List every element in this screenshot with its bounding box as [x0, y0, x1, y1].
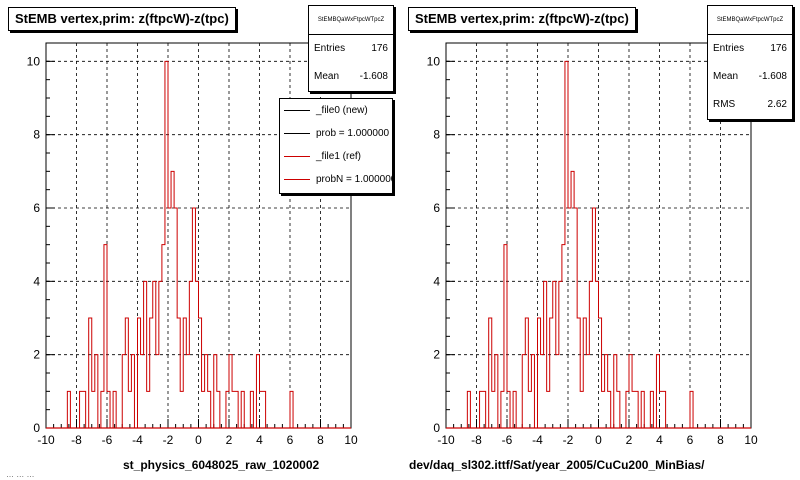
chart-1-stats-entries: Entries 176 — [309, 35, 393, 63]
chart-2-x-tick-label: -8 — [471, 433, 482, 447]
mean-value: -1.608 — [359, 71, 388, 82]
chart-2-x-tick-label: 0 — [595, 433, 602, 447]
chart-2-x-tick-label: 4 — [656, 433, 663, 447]
legend-entry-probn: probN = 1.000000 — [280, 168, 392, 191]
chart-2-x-tick-label: 2 — [626, 433, 633, 447]
legend-entry-file1: _file1 (ref) — [280, 145, 392, 168]
chart-2-stats-box: StEMBQaWxFtpcWTpcZ Entries 176 Mean -1.608… — [707, 5, 793, 120]
chart-2-x-tick-label: 10 — [744, 433, 758, 447]
entries-value: 176 — [371, 43, 388, 54]
chart-1-histogram-series — [64, 60, 300, 429]
legend-swatch — [284, 156, 310, 157]
chart-1-x-tick-label: 0 — [195, 433, 202, 447]
chart-1-legend: _file0 (new) prob = 1.000000 _file1 (ref… — [279, 98, 393, 194]
chart-1-y-tick-label: 8 — [33, 128, 40, 142]
chart-2-title: StEMB vertex,prim: z(ftpcW)-z(tpc) — [408, 7, 636, 31]
legend-label: prob = 1.000000 — [316, 128, 390, 139]
legend-label: _file1 (ref) — [316, 151, 362, 162]
mean-label: Mean — [314, 71, 340, 82]
chart-1-x-tick-label: 6 — [287, 433, 294, 447]
chart-2-stats-mean: Mean -1.608 — [708, 63, 792, 91]
chart-2-y-tick-label: 8 — [433, 128, 440, 142]
chart-2-stats-entries: Entries 176 — [708, 35, 792, 63]
chart-2-histogram-series — [464, 60, 700, 429]
chart-2-stats-name: StEMBQaWxFtpcWTpcZ — [708, 6, 792, 35]
chart-1-y-tick-label: 2 — [33, 348, 40, 362]
chart-1-y-tick-label: 0 — [33, 421, 40, 435]
mean-value: -1.608 — [758, 71, 787, 82]
legend-label: _file0 (new) — [316, 105, 368, 116]
chart-1-x-axis-title: st_physics_6048025_raw_1020002 — [123, 458, 320, 472]
chart-1-stats-box: StEMBQaWxFtpcWTpcZ Entries 176 Mean -1.608 — [308, 5, 394, 92]
chart-2-y-tick-label: 2 — [433, 348, 440, 362]
chart-1-title: StEMB vertex,prim: z(ftpcW)-z(tpc) — [8, 7, 236, 31]
chart-1-x-tick-label: -6 — [102, 433, 113, 447]
chart-1-x-tick-label: -2 — [163, 433, 174, 447]
entries-label: Entries — [713, 43, 745, 54]
chart-1-x-tick-label: -8 — [71, 433, 82, 447]
mean-label: Mean — [713, 71, 739, 82]
legend-swatch — [284, 110, 310, 111]
chart-1-x-tick-label: -10 — [37, 433, 55, 447]
chart-2-y-tick-label: 0 — [433, 421, 440, 435]
chart-1-x-tick-label: -4 — [132, 433, 143, 447]
chart-1-y-tick-label: 10 — [27, 54, 41, 68]
chart-1-stats-mean: Mean -1.608 — [309, 63, 393, 91]
chart-2-y-tick-label: 4 — [433, 274, 440, 288]
footer-text: … … … — [6, 470, 35, 479]
legend-entry-file0: _file0 (new) — [280, 99, 392, 122]
legend-label: probN = 1.000000 — [316, 174, 393, 185]
legend-swatch — [284, 179, 310, 180]
entries-label: Entries — [314, 43, 346, 54]
legend-swatch — [284, 133, 310, 134]
chart-1-x-tick-label: 8 — [317, 433, 324, 447]
chart-2-x-tick-label: -4 — [532, 433, 543, 447]
chart-2-x-tick-label: -6 — [502, 433, 513, 447]
chart-2-x-tick-label: -2 — [563, 433, 574, 447]
entries-value: 176 — [770, 43, 787, 54]
chart-2-x-tick-label: 8 — [717, 433, 724, 447]
chart-1-x-tick-label: 10 — [344, 433, 358, 447]
chart-1-y-tick-label: 6 — [33, 201, 40, 215]
chart-2-y-tick-label: 6 — [433, 201, 440, 215]
rms-value: 2.62 — [767, 99, 787, 110]
chart-1-x-tick-label: 4 — [256, 433, 263, 447]
legend-entry-prob: prob = 1.000000 — [280, 122, 392, 145]
chart-2-x-tick-label: -10 — [437, 433, 455, 447]
chart-2-x-axis-title: dev/daq_sl302.ittf/Sat/year_2005/CuCu200… — [409, 458, 705, 472]
chart-2-x-tick-label: 6 — [687, 433, 694, 447]
rms-label: RMS — [713, 99, 736, 110]
chart-1-x-tick-label: 2 — [226, 433, 233, 447]
chart-2-y-tick-label: 10 — [427, 54, 441, 68]
chart-1-y-tick-label: 4 — [33, 274, 40, 288]
chart-2-stats-rms: RMS 2.62 — [708, 91, 792, 119]
chart-1-stats-name: StEMBQaWxFtpcWTpcZ — [309, 6, 393, 35]
